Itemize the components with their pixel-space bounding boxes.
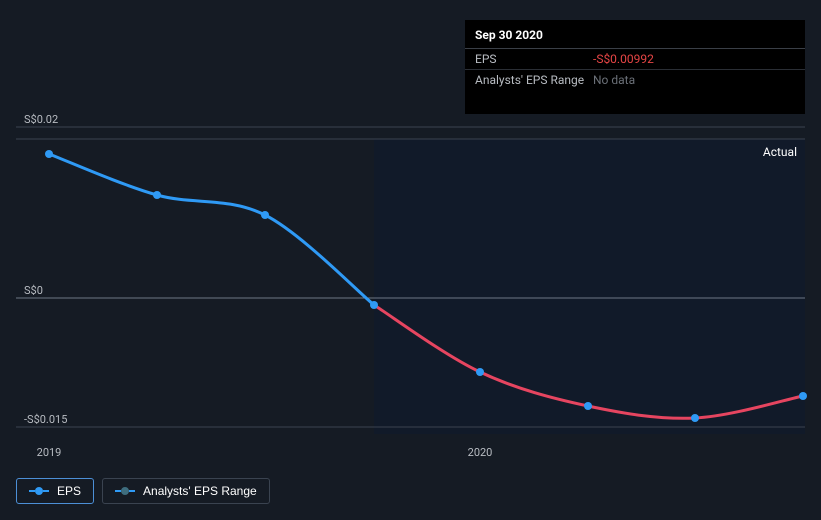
y-axis-label: S$0 (24, 284, 43, 297)
legend-label: Analysts' EPS Range (143, 484, 257, 498)
eps-chart: Sep 30 2020 EPS -S$0.00992 Analysts' EPS… (0, 0, 821, 520)
x-axis-label: 2020 (468, 446, 493, 459)
tooltip-row-range: Analysts' EPS Range No data (465, 70, 805, 90)
x-axis-label: 2019 (37, 446, 62, 459)
legend-item-eps[interactable]: EPS (16, 478, 94, 504)
legend-marker-icon (29, 487, 49, 495)
tooltip-row-eps: EPS -S$0.00992 (465, 49, 805, 70)
tooltip-label: EPS (475, 52, 593, 66)
legend-item-range[interactable]: Analysts' EPS Range (102, 478, 270, 504)
tooltip-value: -S$0.00992 (593, 52, 795, 66)
chart-legend: EPS Analysts' EPS Range (16, 478, 270, 504)
actual-label: Actual (763, 145, 797, 159)
tooltip-label: Analysts' EPS Range (475, 73, 593, 87)
chart-tooltip: Sep 30 2020 EPS -S$0.00992 Analysts' EPS… (465, 20, 805, 114)
legend-marker-icon (115, 487, 135, 495)
tooltip-date: Sep 30 2020 (465, 24, 805, 49)
y-axis-label: -S$0.015 (24, 413, 67, 426)
tooltip-value: No data (593, 73, 795, 87)
legend-label: EPS (57, 484, 81, 498)
y-axis-label: S$0.02 (24, 113, 58, 126)
